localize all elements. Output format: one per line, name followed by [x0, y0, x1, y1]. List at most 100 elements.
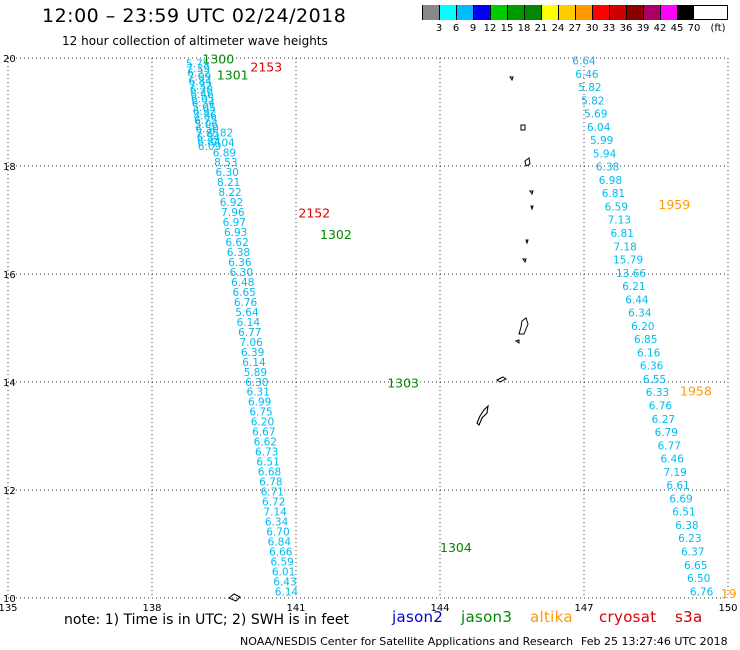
legend-tick-label: 21	[534, 23, 548, 34]
wave-height-value: 6.37	[681, 546, 704, 558]
wave-height-value: 6.38	[675, 520, 698, 532]
pass-time-label: 1303	[387, 375, 419, 390]
wave-height-value: 7.13	[608, 215, 631, 227]
altimeter-tracks: 5.757.396.227.096.847.326.286.466.056.34…	[186, 55, 714, 598]
pagan-island-outline	[524, 157, 531, 167]
legend-tick-label: 33	[602, 23, 616, 34]
wave-height-value: 6.84	[188, 76, 212, 88]
legend-swatch	[439, 5, 456, 20]
wave-height-value: 5.94	[593, 148, 617, 160]
wave-height-value: 7.32	[189, 80, 212, 92]
wave-height-value: 6.99	[248, 397, 271, 409]
wave-height-value: 6.76	[649, 401, 673, 413]
sarigan-island-outline	[525, 239, 529, 245]
longitude-tick-label: 147	[574, 603, 593, 614]
wave-height-value: 6.20	[251, 417, 274, 429]
wave-height-value: 6.36	[228, 257, 252, 269]
legend-tick-label: 3	[435, 23, 443, 34]
legend-swatch	[541, 5, 558, 20]
wave-height-value: 6.61	[666, 480, 689, 492]
wave-height-value: 6.14	[242, 357, 266, 369]
legend-swatch	[473, 5, 490, 20]
wave-height-value: 6.81	[602, 188, 625, 200]
wave-height-value: 6.70	[266, 526, 289, 538]
legend-tick-label: 42	[653, 23, 667, 34]
wave-height-value: 6.51	[256, 457, 279, 469]
legend-swatch	[490, 5, 507, 20]
wave-height-value: 6.38	[227, 247, 250, 259]
wave-height-value: 6.46	[190, 89, 214, 101]
wave-height-value: 6.36	[640, 361, 664, 373]
wave-height-value: 6.73	[255, 447, 278, 459]
pass-time-label: 1302	[320, 227, 352, 242]
wave-height-value: 6.39	[241, 347, 264, 359]
ngulu-atoll-outline	[228, 593, 241, 602]
wave-height-value: 5.05	[192, 102, 215, 114]
wave-height-value: 6.89	[213, 147, 236, 159]
wave-height-value: 6.34	[265, 516, 289, 528]
legend-tick-label: 45	[670, 23, 684, 34]
legend-swatch	[677, 5, 694, 20]
wave-height-value: 6.65	[684, 560, 707, 572]
wave-height-value: 6.84	[197, 136, 221, 148]
latitude-tick-label: 14	[3, 378, 16, 389]
legend-tick-label: 15	[500, 23, 514, 34]
wave-height-value: 6.38	[596, 162, 619, 174]
wave-height-value: 6.97	[223, 217, 246, 229]
wave-height-value: 6.01	[272, 566, 295, 578]
pass-time-label: 1304	[440, 540, 472, 555]
legend-tick-label: 12	[483, 23, 497, 34]
wave-height-value: 5.06	[195, 119, 219, 131]
wave-height-value: 6.22	[187, 67, 210, 79]
latitude-tick-label: 12	[3, 486, 16, 497]
satellite-altika: altika	[530, 608, 573, 626]
wave-height-value: 6.16	[637, 347, 661, 359]
wave-height-value: 7.82	[210, 127, 233, 139]
longitude-tick-label: 135	[0, 603, 18, 614]
legend-tick-label: 27	[568, 23, 582, 34]
wave-height-value: 7.18	[613, 241, 636, 253]
alamagan-island-outline	[529, 190, 534, 196]
satellite-jason2: jason2	[392, 608, 444, 626]
wave-height-value: 7.96	[221, 207, 245, 219]
wave-height-value: 6.30	[230, 267, 253, 279]
pass-time-label: 19	[721, 586, 737, 601]
legend-swatch	[643, 5, 660, 20]
wave-height-value: 6.34	[192, 98, 216, 110]
latitude-tick-label: 16	[3, 270, 16, 281]
wave-height-value: 6.76	[690, 586, 714, 598]
wave-height-value: 6.75	[194, 115, 217, 127]
legend-tick-label: 36	[619, 23, 633, 34]
legend-tick-label: 6	[452, 23, 460, 34]
guam-island-outline	[476, 404, 489, 426]
wave-height-value: 6.71	[261, 487, 284, 499]
longitude-tick-label: 144	[430, 603, 449, 614]
longitude-tick-label: 141	[286, 603, 305, 614]
wave-height-value: 6.67	[252, 427, 275, 439]
wave-height-value: 6.43	[273, 576, 296, 588]
agrihan-island-outline	[520, 124, 526, 131]
pass-time-label: 2152	[298, 205, 330, 220]
wave-height-value: 6.44	[625, 294, 649, 306]
satellite-cryosat: cryosat	[599, 608, 657, 626]
legend-swatch	[524, 5, 541, 20]
wave-height-value: 6.14	[275, 586, 299, 598]
wave-height-value: 6.92	[220, 197, 243, 209]
wave-height-value: 6.30	[245, 377, 268, 389]
wave-height-value: 6.69	[669, 493, 692, 505]
wave-height-value: 6.79	[655, 427, 678, 439]
map-grid: 135 138 141 144 147 150 20 18 16 14 12 10	[0, 54, 738, 614]
wave-height-value: 6.75	[249, 407, 272, 419]
wave-height-value: 6.59	[605, 201, 628, 213]
longitude-tick-label: 138	[142, 603, 161, 614]
legend-tick-label: 18	[517, 23, 531, 34]
units-note: note: 1) Time is in UTC; 2) SWH is in fe…	[64, 612, 350, 628]
wave-height-value: 6.92	[193, 106, 216, 118]
wave-height-value: 6.55	[643, 374, 666, 386]
wave-height-value: 13.66	[616, 268, 646, 280]
wave-height-value: 7.04	[211, 137, 235, 149]
wave-height-value: 6.76	[234, 297, 258, 309]
legend-swatch	[558, 5, 575, 20]
wave-height-value: 7.09	[188, 72, 211, 84]
pass-time-label: 2153	[250, 60, 282, 75]
